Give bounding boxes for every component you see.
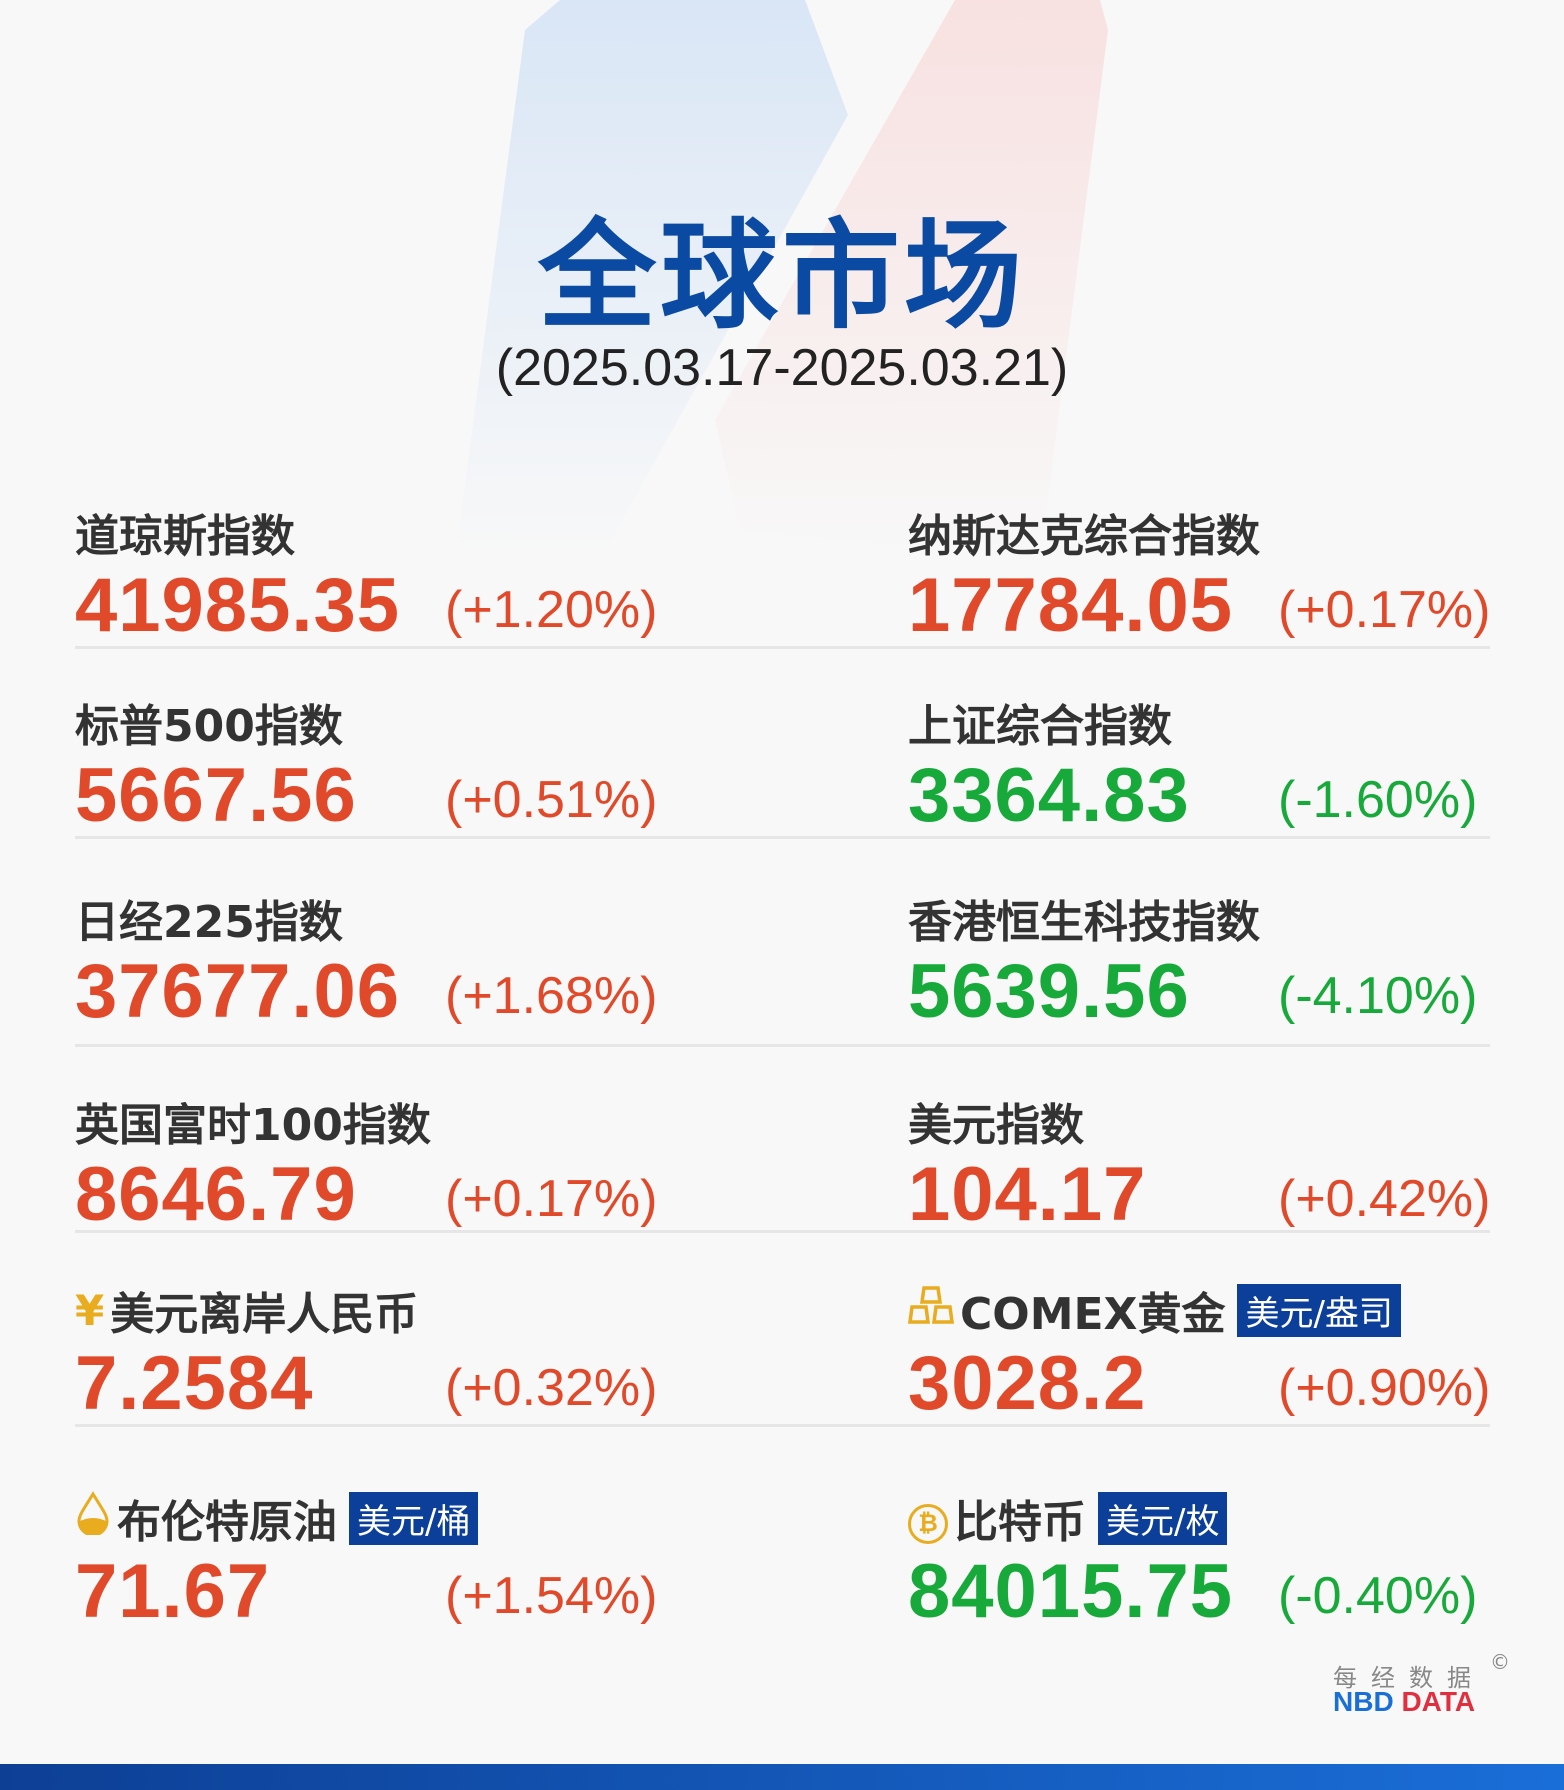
item-change: (+0.42%) <box>1278 1170 1491 1228</box>
item-change: (+0.17%) <box>1278 581 1491 639</box>
label-text: 英国富时100指数 <box>75 1100 431 1151</box>
divider <box>75 1044 1490 1047</box>
oil-drop-icon <box>75 1491 111 1545</box>
item-label: 纳斯达克综合指数 <box>908 500 1260 564</box>
bottom-bar <box>0 1764 1564 1790</box>
item-change: (+0.90%) <box>1278 1359 1491 1417</box>
item-label: 英国富时100指数 <box>75 1089 431 1153</box>
divider <box>75 1230 1490 1233</box>
item-value: 17784.05 <box>908 563 1233 648</box>
item-label: 上证综合指数 <box>908 690 1172 754</box>
item-change: (+1.68%) <box>445 967 658 1025</box>
item-change: (-0.40%) <box>1278 1567 1478 1625</box>
item-label: ¥ 美元离岸人民币 <box>75 1278 418 1342</box>
divider <box>75 1424 1490 1427</box>
label-text: 纳斯达克综合指数 <box>908 511 1260 562</box>
item-value: 104.17 <box>908 1152 1147 1237</box>
unit-badge: 美元/桶 <box>349 1491 479 1545</box>
divider <box>75 646 1490 649</box>
item-value: 37677.06 <box>75 949 400 1034</box>
item-value: 5639.56 <box>908 949 1190 1034</box>
label-text: 日经225指数 <box>75 897 343 948</box>
item-value: 3028.2 <box>908 1341 1147 1426</box>
item-label: 美元指数 <box>908 1089 1084 1153</box>
page-title: 全球市场 <box>537 207 1026 345</box>
label-text: 美元离岸人民币 <box>110 1289 419 1340</box>
background-decoration <box>455 0 1108 560</box>
item-change: (+0.32%) <box>445 1359 658 1417</box>
label-text: 道琼斯指数 <box>75 511 295 562</box>
label-text: 香港恒生科技指数 <box>908 897 1260 948</box>
item-value: 8646.79 <box>75 1152 357 1237</box>
label-text: COMEX黄金 <box>960 1289 1226 1340</box>
date-range: (2025.03.17-2025.03.21) <box>495 339 1069 397</box>
unit-badge: 美元/盎司 <box>1237 1283 1401 1337</box>
item-label: 标普500指数 <box>75 690 343 754</box>
label-text: 标普500指数 <box>75 701 343 752</box>
item-value: 7.2584 <box>75 1341 314 1426</box>
item-value: 41985.35 <box>75 563 400 648</box>
item-value: 71.67 <box>75 1549 271 1634</box>
label-text: 上证综合指数 <box>908 701 1172 752</box>
gold-bars-icon <box>908 1285 954 1335</box>
yuan-icon: ¥ <box>75 1285 105 1335</box>
copyright-mark: © <box>1490 1650 1510 1674</box>
item-label: COMEX黄金 美元/盎司 <box>908 1278 1401 1342</box>
logo-cn: 每经数据 <box>1333 1664 1485 1692</box>
item-value: 84015.75 <box>908 1549 1233 1634</box>
divider <box>75 836 1490 839</box>
item-label: 道琼斯指数 <box>75 500 295 564</box>
item-value: 5667.56 <box>75 753 357 838</box>
item-change: (-4.10%) <box>1278 967 1478 1025</box>
nbd-data-logo: NBD DATA <box>1333 1686 1475 1718</box>
label-text: 布伦特原油 <box>117 1497 337 1548</box>
item-change: (+0.17%) <box>445 1170 658 1228</box>
logo-data: DATA <box>1401 1686 1476 1717</box>
item-change: (+1.20%) <box>445 581 658 639</box>
label-text: 比特币 <box>954 1497 1086 1548</box>
unit-badge: 美元/枚 <box>1098 1491 1228 1545</box>
item-label: 日经225指数 <box>75 886 343 950</box>
item-change: (+1.54%) <box>445 1567 658 1625</box>
item-value: 3364.83 <box>908 753 1190 838</box>
bitcoin-icon: ₿ <box>908 1492 948 1544</box>
logo-nbd: NBD <box>1333 1686 1394 1717</box>
item-change: (-1.60%) <box>1278 771 1478 829</box>
item-label: 香港恒生科技指数 <box>908 886 1260 950</box>
item-label: 布伦特原油 美元/桶 <box>75 1486 479 1550</box>
item-change: (+0.51%) <box>445 771 658 829</box>
item-label: ₿ 比特币 美元/枚 <box>908 1486 1228 1550</box>
label-text: 美元指数 <box>908 1100 1084 1151</box>
